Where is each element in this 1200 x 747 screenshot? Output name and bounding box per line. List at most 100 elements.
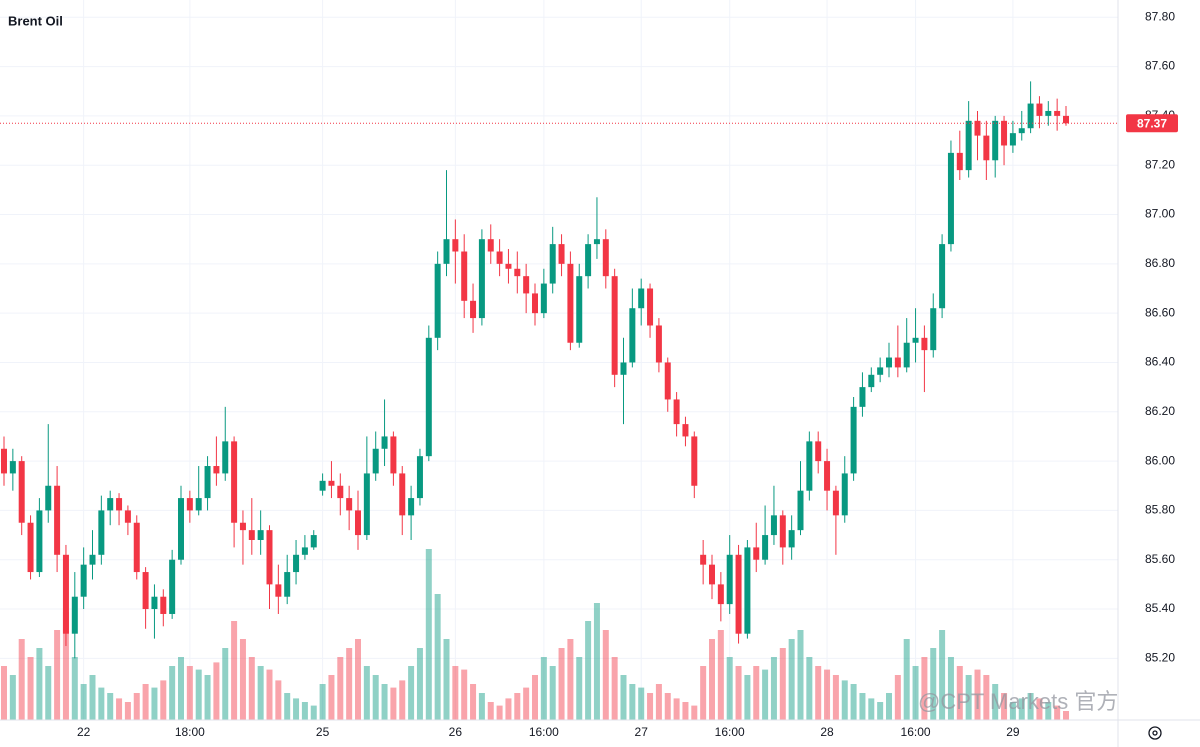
- candle-body: [9, 461, 16, 474]
- candle-body: [1009, 133, 1016, 146]
- candle-body: [682, 424, 689, 437]
- candle-body: [470, 300, 477, 319]
- candle-body: [983, 135, 990, 161]
- grid: [0, 0, 1118, 720]
- candle-body: [133, 522, 140, 573]
- candle-body: [832, 490, 839, 516]
- candle-body: [107, 498, 114, 511]
- last-price-tag: [1126, 114, 1178, 133]
- candle-body: [36, 510, 43, 573]
- volume-bar: [319, 684, 326, 720]
- candle-body: [859, 387, 866, 407]
- volume-bar: [655, 684, 662, 720]
- candle-body: [664, 362, 671, 400]
- candle-body: [815, 441, 822, 462]
- volume-bar: [98, 687, 105, 720]
- volume-bar: [89, 675, 96, 720]
- candle-body: [478, 239, 485, 319]
- volume-bar: [717, 630, 724, 720]
- volume-bar: [328, 675, 335, 720]
- volume-bar: [886, 693, 892, 720]
- candle-body: [709, 564, 715, 585]
- candle-body: [673, 399, 680, 425]
- volume-bar: [567, 639, 574, 720]
- volume-bar: [390, 687, 397, 720]
- candle-body: [523, 276, 530, 294]
- candle-body: [638, 288, 645, 309]
- candle-body: [912, 337, 919, 343]
- candle-body: [443, 239, 450, 264]
- candle-body: [576, 276, 583, 343]
- volume-bar: [593, 603, 600, 720]
- volume-bar: [841, 680, 848, 720]
- candle-body: [532, 293, 538, 314]
- candle-body: [248, 530, 255, 540]
- candle-body: [1001, 120, 1008, 146]
- volume-bar: [443, 639, 450, 720]
- candle-body: [992, 120, 999, 161]
- candle-body: [1027, 103, 1034, 129]
- volume-bar: [726, 657, 733, 720]
- candle-body: [328, 480, 335, 486]
- candle-body: [735, 554, 742, 634]
- candle-body: [355, 510, 361, 536]
- volume-bar: [602, 630, 609, 720]
- candle-body: [425, 337, 432, 457]
- volume-bar: [62, 612, 69, 720]
- volume-bar: [762, 669, 769, 720]
- volume-bar: [301, 702, 308, 720]
- candle-body: [744, 547, 751, 634]
- x-tick-label: 29: [1006, 725, 1020, 739]
- y-tick-label: 85.60: [1145, 552, 1175, 566]
- volume-bar: [1018, 698, 1025, 720]
- volume-bar: [532, 675, 538, 720]
- candle-body: [142, 572, 149, 610]
- volume-bar: [992, 684, 999, 720]
- volume-bar: [381, 684, 388, 720]
- volume-bar: [310, 705, 317, 720]
- candle-body: [956, 152, 963, 171]
- volume-bar: [894, 675, 901, 720]
- candle-body: [1, 448, 7, 474]
- volume-bar: [284, 693, 291, 720]
- volume-bar: [947, 657, 954, 720]
- candle-body: [726, 554, 733, 605]
- volume-bar: [549, 666, 556, 720]
- candle-body: [239, 522, 246, 531]
- volume-bar: [18, 639, 25, 720]
- volume-bar: [71, 657, 78, 720]
- candle-body: [585, 244, 592, 277]
- candle-body: [1045, 110, 1052, 116]
- x-tick-label: 27: [635, 725, 649, 739]
- volume-bar: [363, 666, 370, 720]
- volume-bar: [797, 630, 804, 720]
- settings-icon-core: [1152, 730, 1158, 736]
- candle-body: [903, 342, 910, 368]
- candle-body: [27, 522, 34, 573]
- volume-bar: [682, 702, 689, 720]
- y-tick-label: 87.00: [1145, 207, 1175, 221]
- volume-bar: [832, 675, 839, 720]
- candle-body: [204, 466, 211, 499]
- candle-body: [1063, 115, 1069, 124]
- y-tick-label: 86.40: [1145, 355, 1175, 369]
- volume-bar: [540, 657, 547, 720]
- volume-bar: [45, 666, 52, 720]
- volume-pane: [1, 549, 1069, 720]
- volume-bar: [629, 684, 636, 720]
- volume-bar: [36, 648, 43, 720]
- candle-body: [301, 547, 308, 555]
- volume-bar: [700, 666, 707, 720]
- settings-icon[interactable]: [1148, 726, 1162, 740]
- volume-bar: [903, 639, 910, 720]
- candle-body: [549, 244, 556, 284]
- volume-bar: [293, 698, 300, 720]
- volume-bar: [416, 648, 423, 720]
- candle-body: [930, 308, 937, 351]
- candle-body: [116, 498, 123, 511]
- candle-body: [346, 498, 353, 511]
- volume-bar: [107, 693, 114, 720]
- volume-bar: [638, 687, 645, 720]
- x-tick-label: 22: [77, 725, 91, 739]
